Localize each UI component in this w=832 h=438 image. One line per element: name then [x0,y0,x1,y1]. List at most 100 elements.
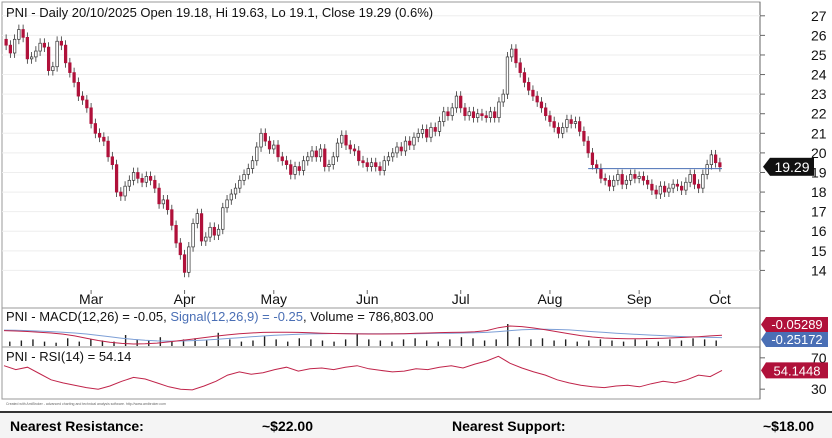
candle-body [352,148,357,152]
candle-body [259,132,263,148]
candle-body [612,179,616,187]
candle-body [17,29,21,40]
candle-body [208,226,212,238]
candle-body [199,213,204,242]
candle-body [148,176,153,181]
candle-body [178,242,182,256]
candle-body [59,40,63,46]
candle-body [97,132,102,138]
price-y-tick-label: 23 [811,86,827,102]
last-price-label: 19.29 [774,159,809,175]
candle-body [204,236,208,242]
candle-body [450,107,454,117]
candle-body [378,166,382,171]
candle-body [476,113,480,118]
candle-body [212,226,216,236]
candle-body [582,131,586,142]
price-y-tick-label: 19 [811,164,827,180]
candle-body [306,156,310,162]
candle-body [488,111,493,118]
macd-line [3,325,723,345]
x-tick-label: Oct [709,291,731,307]
candle-body [72,72,76,83]
candle-body [544,107,548,117]
candle-body [157,187,161,205]
candle-body [29,56,34,60]
candle-body [374,162,378,167]
candle-body [335,142,340,158]
candle-body [412,136,416,146]
candle-body [93,123,97,134]
candle-body [12,38,17,54]
candle-body [586,140,590,154]
credit-text: Created with AmiBroker - advanced charti… [6,402,166,406]
candle-body [165,199,170,211]
candle-body [701,174,705,189]
price-x-axis: Mar Apr May Jun Jul Aug Sep Oct [79,290,731,307]
candle-body [539,101,544,109]
price-y-tick-label: 16 [811,223,827,239]
candle-body [692,174,697,185]
candle-body [340,134,344,144]
candle-body [616,174,620,181]
candle-body [25,36,29,60]
candle-body [654,189,658,195]
price-y-tick-label: 14 [811,262,827,278]
candle-body [484,115,488,118]
candle-body [284,160,289,165]
candle-body [556,127,561,134]
candle-body [505,56,510,95]
candle-body [650,183,654,191]
candle-body [114,164,119,193]
macd-title-signal: Signal(12,26,9) = -0.25 [170,309,303,324]
candle-body [429,127,433,138]
candle-body [718,162,722,168]
candle-body [514,48,518,64]
candle-body [289,164,293,175]
candle-body [323,148,327,167]
candle-body [633,174,637,179]
candle-body [569,119,573,124]
candle-body [467,111,471,117]
support-label: Nearest Support: [452,418,566,434]
macd-title: PNI - MACD(12,26) = -0.05, Signal(12,26,… [6,309,433,324]
macd-value-label-bg [766,317,828,332]
candle-body [680,185,684,191]
candle-body [658,185,663,195]
candle-body [620,174,624,185]
signal-value-label-pointer [761,332,766,347]
macd-value-label: -0.05289 [771,317,822,332]
candle-body [535,95,539,103]
macd-title-prefix: PNI - MACD(12,26) = -0.05, [6,309,170,324]
rsi-value-label-bg [766,362,828,379]
price-panel [1,1,761,309]
candle-body [272,144,276,150]
candle-body [637,176,641,179]
candle-body [386,156,391,162]
candle-body [246,168,250,175]
x-tick-label: Jul [452,291,470,307]
price-y-tick-label: 18 [811,184,827,200]
price-y-tick-label: 27 [811,8,827,24]
candle-body [187,246,191,273]
candle-body [684,181,688,191]
price-title: PNI - Daily 20/10/2025 Open 19.18, Hi 19… [6,5,433,20]
candle-body [174,225,178,244]
candle-body [89,107,93,124]
candle-body [331,156,335,165]
candle-body [663,185,667,193]
rsi-value-label: 54.1448 [774,363,821,378]
last-price-label-bg [770,157,814,176]
candle-body [463,107,467,117]
candle-body [607,179,612,187]
candle-body [263,132,267,142]
macd-layer: -0.05289-0.25172 [3,317,828,347]
candle-body [144,176,148,183]
price-y-tick-label: 26 [811,27,827,43]
candle-body [709,154,714,165]
candle-body [344,134,348,146]
candle-body [318,148,323,158]
candle-body [420,129,425,134]
candle-body [671,183,675,189]
